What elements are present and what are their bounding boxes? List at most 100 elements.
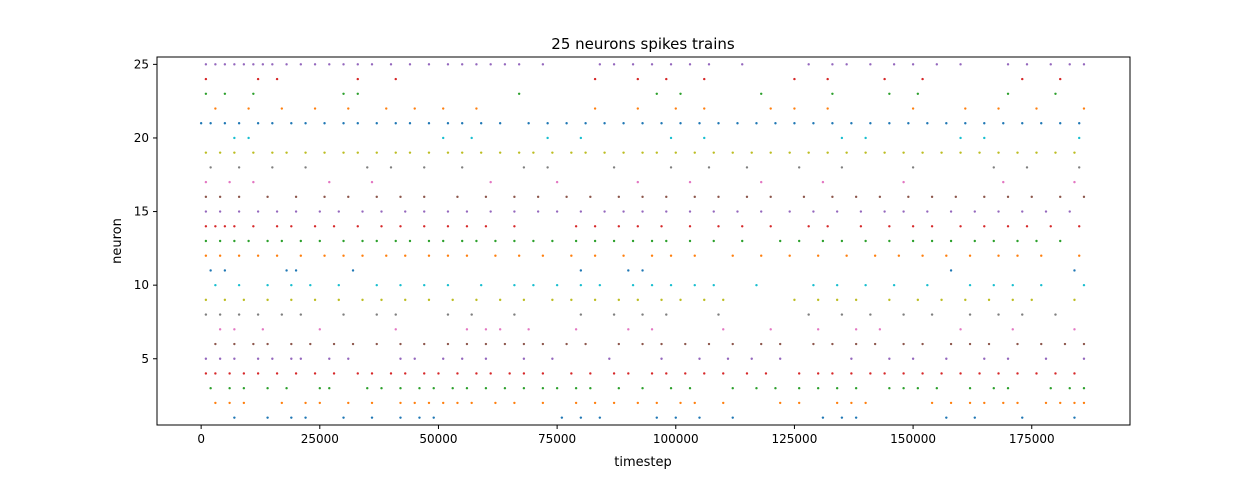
spike-point: [650, 372, 654, 375]
spike-point: [299, 313, 303, 316]
spike-point: [280, 239, 284, 243]
spike-point: [1078, 225, 1081, 228]
spike-point: [1016, 342, 1019, 346]
spike-point: [760, 254, 763, 257]
spike-point: [252, 92, 255, 96]
spike-point: [370, 401, 374, 405]
spike-point: [987, 298, 991, 302]
spike-point: [446, 254, 450, 257]
spike-point: [693, 283, 696, 287]
spike-point: [627, 372, 630, 375]
spike-point: [821, 239, 825, 243]
spike-point: [204, 254, 208, 257]
spike-point: [328, 180, 331, 184]
spike-point: [1030, 195, 1033, 199]
spike-point: [375, 195, 378, 199]
spike-point: [399, 225, 402, 228]
spike-point: [793, 122, 796, 125]
spike-point: [1054, 372, 1057, 375]
spike-point: [864, 239, 867, 243]
spike-point: [797, 239, 801, 243]
spike-point: [826, 151, 829, 154]
spike-point: [356, 63, 359, 66]
spike-point: [888, 298, 891, 302]
spike-point: [1040, 254, 1043, 257]
spike-point: [304, 401, 307, 405]
x-tick-label: 100000: [653, 432, 699, 446]
spike-point: [821, 416, 825, 419]
spike-point: [921, 151, 924, 154]
spike-point: [475, 63, 478, 66]
spike-point: [342, 313, 345, 316]
spike-point: [764, 372, 768, 375]
spike-point: [835, 387, 839, 390]
spike-point: [902, 387, 905, 390]
spike-point: [921, 77, 924, 81]
spike-point: [983, 195, 986, 199]
spike-point: [911, 107, 915, 110]
chart-title: 25 neurons spikes trains: [551, 35, 735, 53]
spike-point: [679, 122, 682, 125]
spike-point: [513, 195, 516, 199]
spike-point: [902, 342, 905, 346]
spike-point: [442, 239, 445, 243]
spike-point: [513, 283, 516, 287]
spike-point: [565, 195, 568, 199]
spike-point: [375, 313, 378, 316]
spike-point: [850, 357, 853, 360]
spike-point: [366, 387, 369, 390]
spike-point: [541, 387, 545, 390]
spike-point: [290, 283, 293, 287]
spike-point: [460, 151, 464, 154]
spike-point: [1021, 313, 1024, 316]
spike-point: [741, 239, 744, 243]
spike-point: [423, 166, 426, 169]
spike-point: [199, 122, 203, 125]
spike-point: [541, 401, 545, 405]
spike-point: [318, 210, 321, 213]
spike-point: [574, 401, 578, 405]
spike-point: [427, 63, 431, 66]
spike-point: [332, 225, 336, 228]
spike-point: [788, 254, 791, 257]
spike-point: [930, 401, 934, 405]
spike-point: [389, 166, 393, 169]
spike-point: [703, 107, 706, 110]
spike-point: [807, 63, 810, 66]
spike-point: [361, 210, 364, 213]
spike-point: [698, 357, 701, 360]
spike-point: [342, 416, 345, 419]
spike-point: [204, 92, 208, 96]
spike-point: [679, 401, 682, 405]
spike-point: [997, 372, 1000, 375]
spike-point: [233, 328, 236, 331]
spike-point: [484, 195, 488, 199]
spike-point: [835, 283, 839, 287]
spike-point: [769, 225, 772, 228]
spike-point: [807, 313, 810, 316]
spike-point: [470, 136, 473, 140]
spike-point: [627, 328, 630, 331]
spike-point: [470, 313, 473, 316]
spike-point: [484, 357, 488, 360]
x-tick-label: 50000: [419, 432, 457, 446]
spike-point: [574, 387, 578, 390]
spike-point: [399, 387, 402, 390]
spike-point: [280, 313, 284, 316]
spike-point: [745, 166, 749, 169]
spike-point: [513, 401, 516, 405]
spike-point: [745, 195, 749, 199]
spike-point: [1082, 342, 1086, 346]
spike-point: [579, 210, 583, 213]
spike-point: [589, 372, 592, 375]
spike-point: [959, 225, 962, 228]
spike-point: [598, 63, 602, 66]
spike-point: [223, 225, 227, 228]
spike-point: [233, 225, 236, 228]
spike-point: [983, 225, 986, 228]
spike-point: [536, 195, 540, 199]
spike-point: [665, 195, 668, 199]
spike-point: [285, 269, 288, 272]
spike-point: [921, 254, 924, 257]
spike-point: [679, 92, 682, 96]
